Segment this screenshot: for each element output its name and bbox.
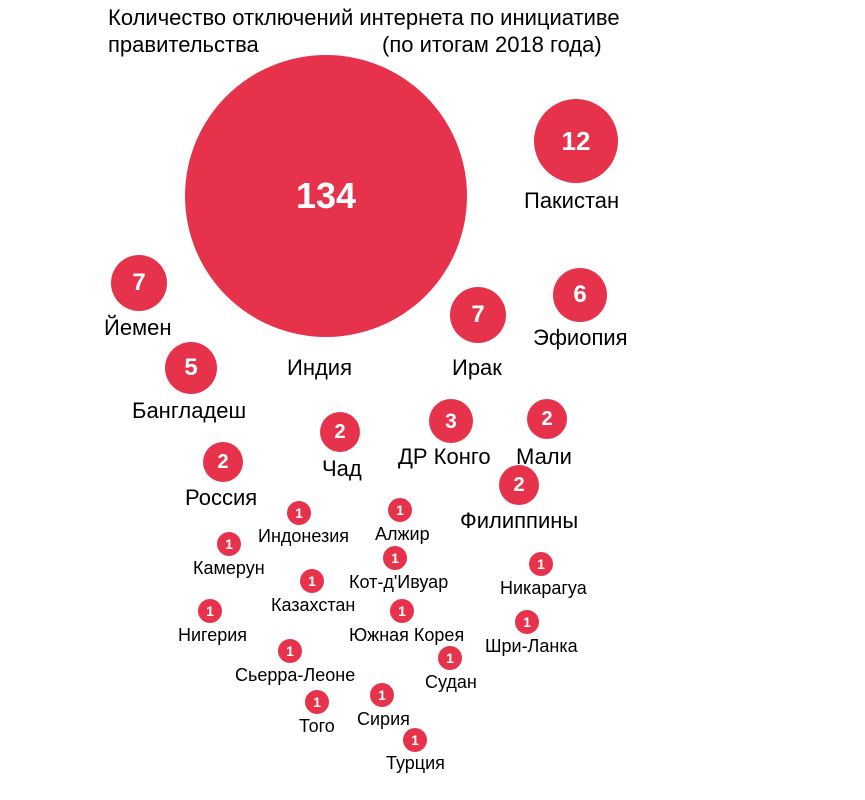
bubble-sierraleone: 1 [278,639,302,663]
bubble-ethiopia: 6 [553,268,607,322]
country-label-southkorea: Южная Корея [349,625,464,646]
bubble-bangladesh: 5 [165,342,217,394]
bubble-indonesia: 1 [287,501,311,525]
bubble-nigeria: 1 [198,599,222,623]
chart-title-line2-left: правительства [108,32,259,58]
bubble-value-turkey: 1 [411,733,419,747]
bubble-value-nicaragua: 1 [537,557,545,571]
bubble-pakistan: 12 [534,99,618,183]
bubble-yemen: 7 [111,255,167,311]
bubble-value-nigeria: 1 [206,604,214,618]
bubble-nicaragua: 1 [529,552,553,576]
country-label-pakistan: Пакистан [524,188,619,214]
bubble-value-algeria: 1 [396,503,404,517]
country-label-bangladesh: Бангладеш [132,398,246,424]
country-label-philippines: Филиппины [460,508,578,534]
bubble-southkorea: 1 [390,599,414,623]
bubble-value-yemen: 7 [132,271,145,295]
bubble-value-pakistan: 12 [562,128,591,154]
country-label-yemen: Йемен [104,315,172,341]
bubble-sudan: 1 [438,646,462,670]
bubble-turkey: 1 [403,728,427,752]
country-label-iraq: Ирак [452,355,502,381]
country-label-indonesia: Индонезия [258,526,349,547]
country-label-algeria: Алжир [375,524,430,545]
country-label-nicaragua: Никарагуа [500,578,587,599]
bubble-india: 134 [185,55,467,337]
bubble-value-russia: 2 [217,452,228,472]
bubble-value-indonesia: 1 [295,506,303,520]
bubble-value-drcongo: 3 [445,411,457,432]
country-label-cotedivoire: Кот-д'Ивуар [349,572,448,593]
bubble-value-kazakhstan: 1 [308,574,316,588]
bubble-philippines: 2 [499,465,539,505]
bubble-russia: 2 [203,442,243,482]
country-label-srilanka: Шри-Ланка [485,636,578,657]
bubble-value-sierraleone: 1 [286,644,294,658]
country-label-syria: Сирия [357,709,410,730]
bubble-value-chad: 2 [334,422,345,442]
bubble-mali: 2 [527,399,567,439]
country-label-drcongo: ДР Конго [398,444,491,470]
bubble-value-ethiopia: 6 [573,283,586,307]
bubble-syria: 1 [370,683,394,707]
bubble-value-syria: 1 [378,688,386,702]
country-label-chad: Чад [322,456,362,482]
bubble-value-mali: 2 [541,409,552,429]
country-label-cameroon: Камерун [193,558,265,579]
bubble-chad: 2 [320,412,360,452]
bubble-chart: Количество отключений интернета по иници… [0,0,865,800]
country-label-ethiopia: Эфиопия [533,325,628,351]
country-label-sudan: Судан [425,672,477,693]
country-label-turkey: Турция [386,753,445,774]
bubble-value-bangladesh: 5 [184,356,197,380]
bubble-value-philippines: 2 [513,475,524,495]
bubble-value-sudan: 1 [446,651,454,665]
chart-title-line1: Количество отключений интернета по иници… [108,5,620,31]
bubble-value-cameroon: 1 [225,537,233,551]
country-label-russia: Россия [185,485,257,511]
bubble-algeria: 1 [388,498,412,522]
bubble-value-togo: 1 [313,695,321,709]
country-label-nigeria: Нигерия [178,625,247,646]
bubble-kazakhstan: 1 [300,569,324,593]
chart-title-line2-right: (по итогам 2018 года) [382,32,602,58]
bubble-cameroon: 1 [217,532,241,556]
bubble-togo: 1 [305,690,329,714]
bubble-value-iraq: 7 [471,303,484,327]
bubble-srilanka: 1 [515,610,539,634]
country-label-india: Индия [287,355,352,381]
country-label-togo: Того [299,716,335,737]
bubble-cotedivoire: 1 [383,546,407,570]
bubble-value-srilanka: 1 [523,615,531,629]
country-label-sierraleone: Сьерра-Леоне [235,665,355,686]
bubble-iraq: 7 [450,287,506,343]
bubble-value-india: 134 [296,178,356,214]
bubble-drcongo: 3 [429,399,473,443]
country-label-kazakhstan: Казахстан [271,595,355,616]
bubble-value-cotedivoire: 1 [391,551,399,565]
bubble-value-southkorea: 1 [398,604,406,618]
